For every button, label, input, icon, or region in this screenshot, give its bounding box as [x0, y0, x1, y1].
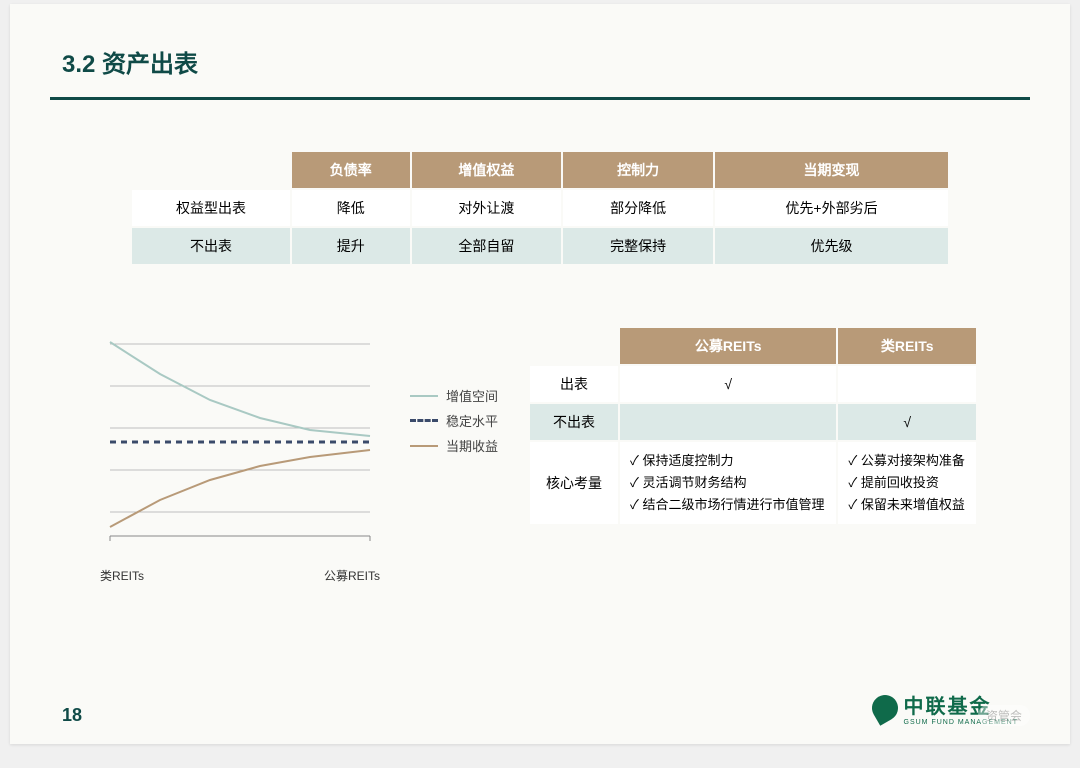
row-label: 权益型出表	[131, 189, 291, 227]
cell: √	[619, 365, 837, 403]
legend-item: 稳定水平	[410, 411, 498, 430]
table-header: 控制力	[562, 151, 714, 189]
legend-label: 当期收益	[446, 436, 498, 455]
cell: 部分降低	[562, 189, 714, 227]
watermark: 资管会	[978, 705, 1030, 726]
legend-swatch	[410, 419, 438, 422]
row-label: 核心考量	[529, 441, 619, 525]
legend-swatch	[410, 395, 438, 397]
row-label: 不出表	[529, 403, 619, 441]
row-label: 不出表	[131, 227, 291, 265]
bottom-content: 类REITs 公募REITs 增值空间 稳定水平 当期收益	[10, 326, 1070, 584]
cell: 优先+外部劣后	[714, 189, 949, 227]
cell: 完整保持	[562, 227, 714, 265]
table-row: 核心考量 ✓ 保持适度控制力✓ 灵活调节财务结构✓ 结合二级市场行情进行市值管理…	[529, 441, 977, 525]
legend-item: 增值空间	[410, 386, 498, 405]
table-header: 负债率	[291, 151, 411, 189]
comparison-table-1: 负债率 增值权益 控制力 当期变现 权益型出表 降低 对外让渡 部分降低 优先+…	[130, 150, 950, 266]
table-row: 不出表 √	[529, 403, 977, 441]
chart-wrap: 类REITs 公募REITs 增值空间 稳定水平 当期收益	[100, 326, 498, 584]
legend-label: 稳定水平	[446, 411, 498, 430]
legend-item: 当期收益	[410, 436, 498, 455]
table-header-blank	[529, 327, 619, 365]
table-header: 类REITs	[837, 327, 977, 365]
table-header: 公募REITs	[619, 327, 837, 365]
legend-label: 增值空间	[446, 386, 498, 405]
table-row: 不出表 提升 全部自留 完整保持 优先级	[131, 227, 949, 265]
table-row: 权益型出表 降低 对外让渡 部分降低 优先+外部劣后	[131, 189, 949, 227]
header: 3.2 资产出表	[10, 4, 1070, 89]
row-label: 出表	[529, 365, 619, 403]
cell: √	[837, 403, 977, 441]
comparison-table-2: 公募REITs 类REITs 出表 √ 不出表 √ 核心考量 ✓ 保持适度控制力…	[528, 326, 978, 526]
cell: 提升	[291, 227, 411, 265]
table-header-row: 公募REITs 类REITs	[529, 327, 977, 365]
cell: 全部自留	[411, 227, 563, 265]
table-header-blank	[131, 151, 291, 189]
cell	[837, 365, 977, 403]
x-tick: 类REITs	[100, 567, 144, 584]
line-chart: 类REITs 公募REITs	[100, 326, 380, 584]
cell: 对外让渡	[411, 189, 563, 227]
legend-swatch	[410, 445, 438, 447]
table-header: 增值权益	[411, 151, 563, 189]
chart-legend: 增值空间 稳定水平 当期收益	[410, 386, 498, 461]
cell: 降低	[291, 189, 411, 227]
logo-icon	[867, 690, 903, 726]
slide: 3.2 资产出表 负债率 增值权益 控制力 当期变现 权益型出表 降低 对外让渡…	[10, 4, 1070, 744]
page-title: 3.2 资产出表	[62, 44, 1070, 89]
table-header-row: 负债率 增值权益 控制力 当期变现	[131, 151, 949, 189]
table-header: 当期变现	[714, 151, 949, 189]
cell	[619, 403, 837, 441]
consideration-list-right: ✓ 公募对接架构准备✓ 提前回收投资✓ 保留未来增值权益	[837, 441, 977, 525]
divider	[50, 97, 1030, 100]
chart-svg	[100, 326, 380, 556]
page-number: 18	[62, 705, 82, 726]
x-tick: 公募REITs	[324, 567, 380, 584]
footer: 18 中联基金 GSUM FUND MANAGEMENT	[10, 690, 1070, 726]
consideration-list-left: ✓ 保持适度控制力✓ 灵活调节财务结构✓ 结合二级市场行情进行市值管理	[619, 441, 837, 525]
cell: 优先级	[714, 227, 949, 265]
table-row: 出表 √	[529, 365, 977, 403]
